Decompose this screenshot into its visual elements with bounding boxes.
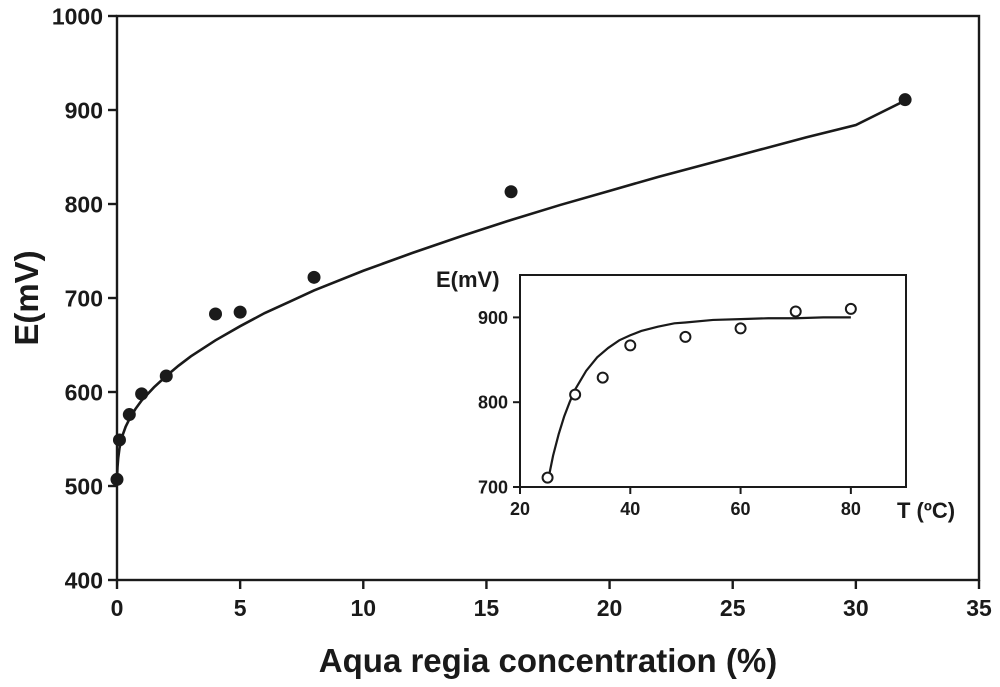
inset-plot-frame xyxy=(519,274,907,488)
inset-y-tick-label: 700 xyxy=(478,477,508,497)
main-y-axis-title: E(mV) xyxy=(8,250,45,345)
main-data-point xyxy=(122,408,136,422)
main-y-tick-label: 800 xyxy=(65,191,103,217)
inset-x-tick-label: 80 xyxy=(841,499,861,519)
main-x-tick-label: 35 xyxy=(966,595,992,621)
inset-x-tick-label: 20 xyxy=(510,499,530,519)
main-x-tick-label: 30 xyxy=(843,595,869,621)
inset-data-point xyxy=(789,305,802,318)
inset-x-tick-label: 60 xyxy=(731,499,751,519)
inset-y-axis: 700 800 900 xyxy=(478,308,520,497)
inset-data-point xyxy=(844,302,857,315)
main-plot: 0 5 10 15 20 25 30 35 400 500 600 700 800 900 1000 Aq… xyxy=(8,3,992,679)
inset-data-point xyxy=(624,339,637,352)
main-data-points xyxy=(110,93,912,486)
main-data-point xyxy=(209,307,223,321)
inset-data-point xyxy=(569,388,582,401)
inset-y-tick-label: 800 xyxy=(478,393,508,413)
main-y-tick-label: 400 xyxy=(65,567,103,593)
inset-x-axis: 20 40 60 80 xyxy=(510,487,861,519)
main-data-point xyxy=(112,433,126,447)
main-fit-curve xyxy=(115,99,906,480)
inset-data-point xyxy=(679,330,692,343)
inset-y-tick-label: 900 xyxy=(478,308,508,328)
main-x-tick-label: 10 xyxy=(350,595,376,621)
main-x-axis-title: Aqua regia concentration (%) xyxy=(319,642,777,679)
main-y-axis: 400 500 600 700 800 900 1000 xyxy=(52,3,117,593)
main-y-tick-label: 500 xyxy=(65,473,103,499)
main-y-tick-label: 700 xyxy=(65,285,103,311)
main-y-tick-label: 600 xyxy=(65,379,103,405)
main-data-point xyxy=(504,185,518,199)
main-data-point xyxy=(898,93,912,107)
main-data-point xyxy=(307,270,321,284)
main-x-tick-label: 0 xyxy=(111,595,124,621)
main-y-tick-label: 1000 xyxy=(52,3,103,29)
inset-plot: 20 40 60 80 700 800 900 E(mV) T (ºC) xyxy=(436,267,955,523)
inset-data-point xyxy=(541,471,554,484)
main-x-tick-label: 25 xyxy=(720,595,746,621)
main-x-axis: 0 5 10 15 20 25 30 35 xyxy=(111,580,992,621)
main-y-tick-label: 900 xyxy=(65,97,103,123)
main-x-tick-label: 5 xyxy=(234,595,247,621)
main-x-tick-label: 20 xyxy=(597,595,623,621)
inset-data-point xyxy=(596,371,609,384)
main-data-point xyxy=(233,305,247,319)
main-x-tick-label: 15 xyxy=(474,595,500,621)
inset-x-axis-title: T (ºC) xyxy=(897,498,955,523)
main-data-point xyxy=(110,472,124,486)
inset-data-point xyxy=(734,322,747,335)
inset-data-points xyxy=(541,302,857,484)
main-data-point xyxy=(159,369,173,383)
inset-x-tick-label: 40 xyxy=(620,499,640,519)
inset-fit-curve xyxy=(546,316,851,483)
main-data-point xyxy=(135,387,149,401)
inset-y-axis-title: E(mV) xyxy=(436,267,500,292)
